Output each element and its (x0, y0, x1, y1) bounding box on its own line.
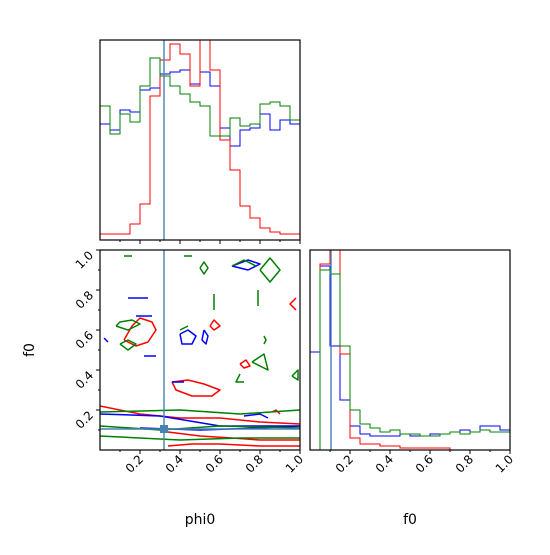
hist-phi0-blue-series (99, 69, 301, 240)
scatter-y-tick-label: 1.0 (73, 248, 96, 271)
contour-green (259, 257, 281, 283)
contour-blue (179, 329, 197, 345)
contour-green (263, 335, 267, 345)
contour-green (100, 409, 300, 415)
hist-phi0-green-series (99, 57, 301, 240)
panel-phi0-histogram (99, 39, 301, 244)
scatter-x-tick-label: 0.6 (203, 452, 226, 475)
contour-red (100, 405, 300, 425)
x-axis-label-f0: f0 (403, 512, 417, 528)
contour-blue (231, 259, 261, 271)
scatter-x-tick-label: 0.8 (243, 452, 266, 475)
scatter-y-tick-label: 0.2 (73, 408, 96, 431)
hist-f0-x-tick-label: 0.2 (333, 452, 356, 475)
scatter-x-tick-label: 0.2 (123, 452, 146, 475)
contour-red (167, 443, 300, 447)
scatter-x-tick-label: 1.0 (283, 452, 306, 475)
contour-green (115, 319, 141, 331)
contour-green (179, 325, 189, 331)
contour-green (231, 259, 257, 267)
hist-f0-x-tick-label: 0.6 (413, 452, 436, 475)
contour-green (235, 373, 244, 383)
contour-red (209, 319, 221, 331)
hist-f0-x-tick-label: 1.0 (493, 452, 516, 475)
scatter-y-tick-label: 0.6 (73, 328, 96, 351)
panel-f0-histogram: 0.2 0.4 0.6 0.8 1.0 (309, 249, 516, 476)
truth-marker (160, 425, 168, 433)
contour-green (119, 339, 137, 351)
hist-f0-green-series (310, 269, 511, 451)
contour-green (291, 369, 299, 381)
contour-green (100, 425, 300, 431)
hist-phi0-red-series (99, 39, 301, 240)
x-axis-label-phi0: phi0 (185, 512, 216, 528)
axis-labels: phi0 f0 f0 (22, 343, 417, 528)
contour-green (199, 261, 209, 275)
contour-blue (243, 413, 269, 419)
panel-frame (99, 249, 301, 451)
contour-blue (100, 413, 300, 427)
hist-f0-x-tick-label: 0.8 (453, 452, 476, 475)
scatter-x-tick-label: 0.4 (163, 452, 186, 475)
contour-red (239, 359, 251, 369)
panel-f0-vs-phi0: 0.2 0.4 0.6 0.8 1.0 0.2 0.4 0.6 0.8 1.0 (73, 248, 306, 475)
contour-red (289, 297, 297, 311)
scatter-y-tick-label: 0.4 (73, 368, 96, 391)
contour-red (123, 317, 157, 347)
contour-blue (103, 337, 109, 343)
contour-blue (201, 329, 209, 345)
y-axis-label-f0: f0 (22, 343, 38, 357)
scatter-y-tick-label: 0.8 (73, 288, 96, 311)
contour-green (251, 353, 269, 371)
contour-green (100, 435, 300, 441)
contour-group (100, 255, 300, 447)
hist-f0-x-tick-label: 0.4 (373, 452, 396, 475)
contour-red (171, 379, 221, 397)
